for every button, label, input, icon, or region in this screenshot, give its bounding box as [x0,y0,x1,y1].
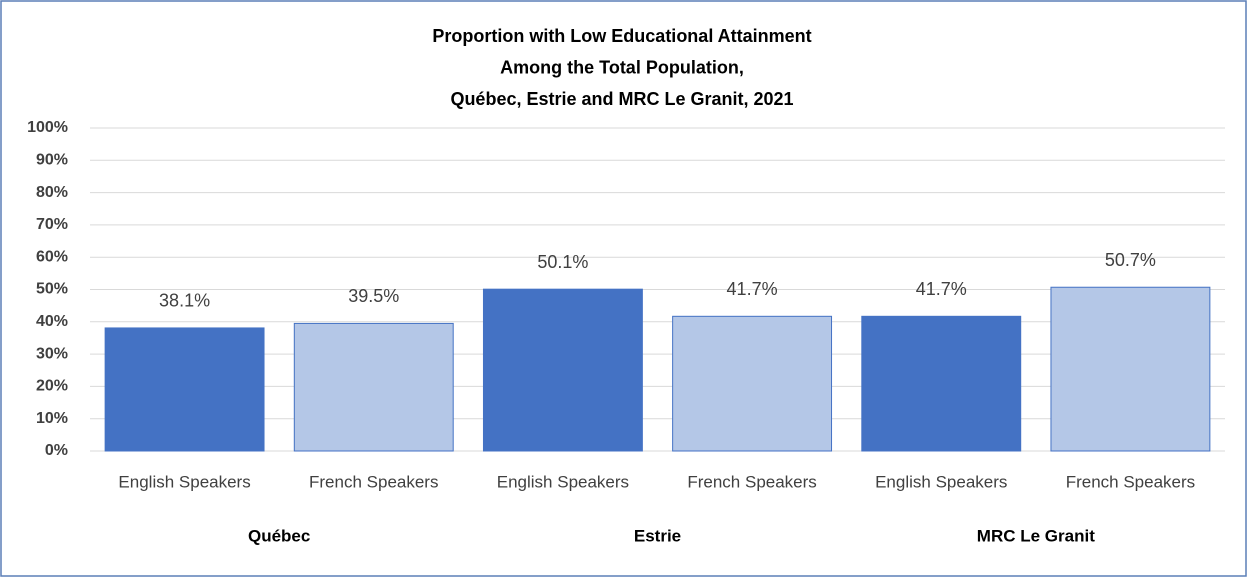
x-tick-label: English Speakers [118,472,250,491]
value-label: 38.1% [159,291,210,311]
group-label: MRC Le Granit [977,526,1095,545]
x-tick-label: French Speakers [1066,472,1195,491]
y-tick-label: 40% [36,313,68,330]
x-tick-label: English Speakers [875,472,1007,491]
y-tick-label: 80% [36,184,68,201]
x-tick-label: French Speakers [309,472,438,491]
bar [482,288,643,452]
y-tick-label: 70% [36,216,68,233]
group-label: Québec [248,526,310,545]
chart-title: Among the Total Population, [500,57,744,77]
y-tick-label: 60% [36,248,68,265]
group-label: Estrie [634,526,681,545]
value-label: 41.7% [916,279,967,299]
y-tick-label: 20% [36,378,68,395]
chart-title: Proportion with Low Educational Attainme… [432,26,811,46]
x-tick-label: French Speakers [687,472,816,491]
y-tick-label: 90% [36,152,68,169]
chart-title: Québec, Estrie and MRC Le Granit, 2021 [450,89,793,109]
bar [1050,286,1211,452]
y-tick-label: 10% [36,410,68,427]
y-tick-label: 0% [45,442,68,459]
value-label: 50.1% [537,252,588,272]
value-label: 39.5% [348,286,399,306]
bar [104,327,265,452]
bar [861,315,1022,452]
y-tick-label: 100% [27,119,68,136]
x-tick-label: English Speakers [497,472,629,491]
value-label: 50.7% [1105,250,1156,270]
value-label: 41.7% [727,279,778,299]
bar [293,322,454,452]
bar [672,315,833,452]
y-tick-label: 50% [36,281,68,298]
y-tick-label: 30% [36,345,68,362]
